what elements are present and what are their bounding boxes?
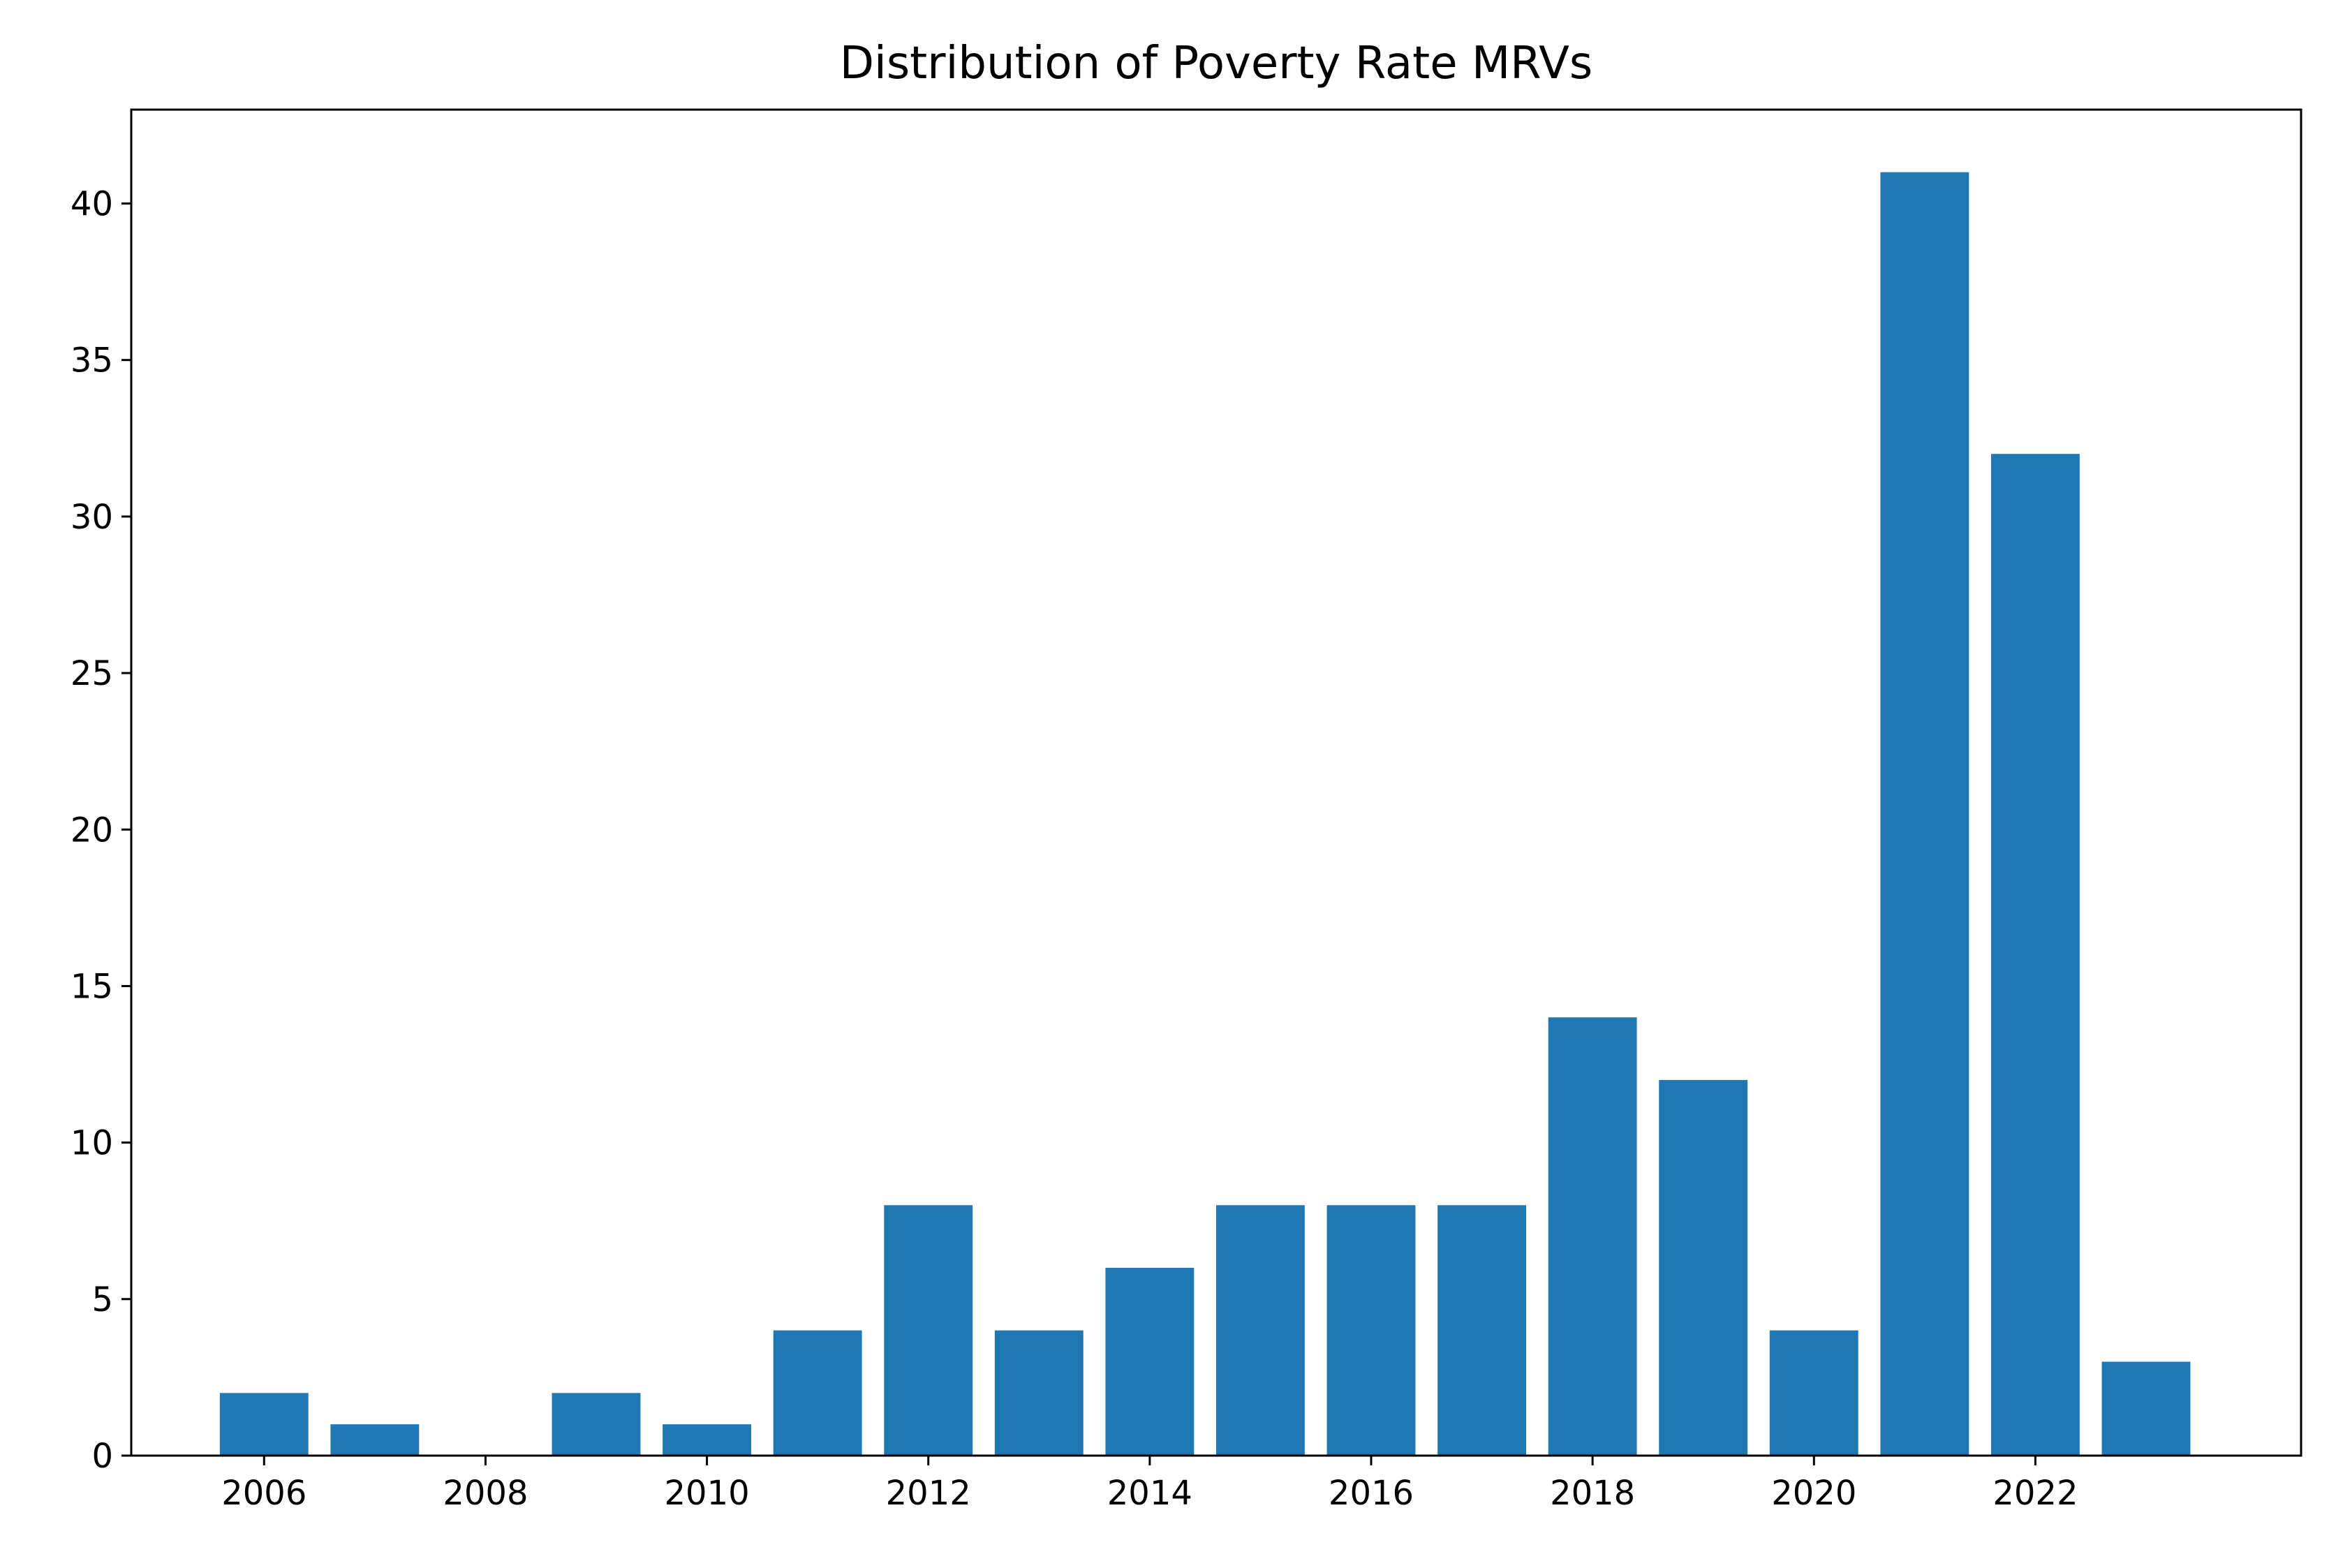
- bar-2012: [884, 1205, 973, 1456]
- bar-2013: [994, 1330, 1084, 1456]
- bars: [219, 172, 2191, 1456]
- bar-2019: [1659, 1079, 1748, 1456]
- y-tick-label: 25: [71, 654, 113, 693]
- x-tick-label: 2014: [1107, 1474, 1192, 1513]
- y-tick-label: 40: [71, 185, 113, 224]
- y-tick-label: 10: [71, 1124, 113, 1163]
- bar-2016: [1326, 1205, 1416, 1456]
- y-tick-label: 15: [71, 967, 113, 1006]
- x-axis: 2006 2008 2010 2012 2014 2016 2018 2020 2022: [221, 1456, 2078, 1513]
- bar-2006: [219, 1393, 309, 1456]
- plot-frame: [130, 108, 2302, 1457]
- y-axis: 0 5 10 15 20 25 30 35 40: [71, 185, 131, 1476]
- x-tick-label: 2006: [221, 1474, 306, 1513]
- bar-2010: [663, 1424, 751, 1456]
- bar-2021: [1880, 172, 1969, 1456]
- x-tick-label: 2016: [1329, 1474, 1414, 1513]
- y-tick-label: 35: [71, 341, 113, 380]
- x-tick-label: 2008: [443, 1474, 528, 1513]
- bar-2015: [1216, 1205, 1305, 1456]
- bar-2020: [1769, 1330, 1858, 1456]
- x-tick-label: 2022: [1992, 1474, 2078, 1513]
- bar-2022: [1991, 454, 2080, 1456]
- bar-2009: [552, 1393, 641, 1456]
- y-tick-label: 0: [91, 1437, 113, 1476]
- y-tick-label: 30: [71, 498, 113, 537]
- bar-2014: [1105, 1267, 1195, 1456]
- bar-2011: [773, 1330, 862, 1456]
- x-tick-label: 2010: [664, 1474, 749, 1513]
- bar-2017: [1437, 1205, 1526, 1456]
- x-tick-label: 2018: [1550, 1474, 1635, 1513]
- y-tick-label: 5: [91, 1280, 113, 1319]
- bar-2023: [2101, 1361, 2191, 1456]
- chart-title: Distribution of Poverty Rate MRVs: [840, 38, 1593, 89]
- y-tick-label: 20: [71, 811, 113, 850]
- x-tick-label: 2012: [886, 1474, 971, 1513]
- bar-2007: [330, 1424, 420, 1456]
- x-tick-label: 2020: [1771, 1474, 1856, 1513]
- bar-2018: [1548, 1017, 1637, 1456]
